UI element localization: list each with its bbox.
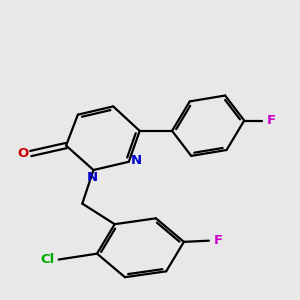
Text: O: O — [18, 147, 29, 160]
Text: Cl: Cl — [40, 253, 54, 266]
Text: F: F — [267, 114, 276, 127]
Text: N: N — [86, 171, 98, 184]
Text: F: F — [214, 234, 223, 247]
Text: N: N — [130, 154, 142, 167]
